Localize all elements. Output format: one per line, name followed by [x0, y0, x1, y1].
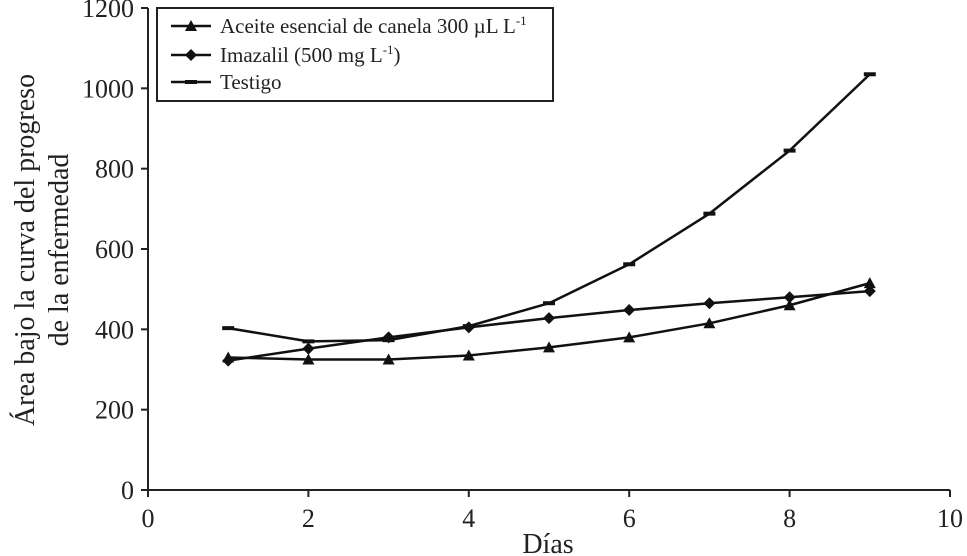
x-tick-label: 4	[462, 504, 475, 533]
legend-label-imazalil-sup: -1	[383, 42, 394, 57]
legend-item-canela: Aceite esencial de canela 300 µL L-1	[171, 13, 527, 38]
data-point-triangle	[302, 353, 315, 365]
x-tick-label: 10	[937, 504, 963, 533]
y-axis-title-line2: de la enfermedad	[44, 154, 75, 347]
x-tick-label: 0	[142, 504, 155, 533]
data-point-triangle	[462, 349, 475, 361]
data-point-diamond	[222, 354, 235, 367]
legend-label-canela-main: Aceite esencial de canela 300 µL L	[220, 14, 516, 38]
y-tick-label: 400	[95, 315, 134, 344]
data-point-triangle	[382, 353, 395, 365]
series-dash	[222, 72, 876, 344]
legend-triangle-icon	[185, 20, 197, 31]
legend: Aceite esencial de canela 300 µL L-1 Ima…	[156, 7, 554, 102]
data-point-triangle	[783, 299, 796, 311]
data-point-triangle	[623, 331, 636, 343]
legend-label-imazalil: Imazalil (500 mg L-1)	[220, 42, 401, 67]
series-layer	[222, 72, 876, 367]
series-diamond	[222, 285, 876, 367]
ticks	[141, 7, 951, 497]
y-tick-label: 1200	[82, 0, 134, 23]
x-tick-label: 2	[302, 504, 315, 533]
legend-box	[156, 7, 554, 102]
legend-label-imazalil-suffix: )	[394, 43, 401, 67]
y-tick-label: 600	[95, 235, 134, 264]
data-point-diamond	[703, 297, 716, 310]
tick-labels: 0 2 4 6 8 10 0 200 400 600 800 1000 1200	[82, 0, 963, 533]
x-tick-label: 6	[623, 504, 636, 533]
legend-label-testigo: Testigo	[220, 70, 282, 94]
legend-diamond-icon	[185, 49, 197, 61]
x-axis-title: Días	[522, 529, 573, 556]
y-tick-label: 200	[95, 396, 134, 425]
data-point-diamond	[302, 342, 315, 355]
legend-item-testigo: Testigo	[171, 70, 282, 94]
y-tick-label: 1000	[82, 74, 134, 103]
y-axis-title-line1: Área bajo la curva del progreso	[10, 74, 41, 426]
y-axis-title: Área bajo la curva del progreso de la en…	[10, 74, 75, 426]
data-point-triangle	[703, 317, 716, 329]
y-tick-label: 800	[95, 155, 134, 184]
legend-item-imazalil: Imazalil (500 mg L-1)	[171, 42, 401, 67]
legend-label-imazalil-main: Imazalil (500 mg L	[220, 43, 383, 67]
x-tick-label: 8	[783, 504, 796, 533]
data-point-diamond	[623, 304, 636, 317]
legend-label-canela-sup: -1	[516, 13, 527, 28]
data-point-diamond	[783, 291, 796, 304]
data-point-triangle	[863, 277, 876, 289]
data-point-triangle	[543, 341, 555, 353]
y-tick-label: 0	[121, 476, 134, 505]
data-point-diamond	[543, 312, 555, 325]
data-point-diamond	[863, 285, 876, 298]
legend-label-canela: Aceite esencial de canela 300 µL L-1	[220, 13, 527, 38]
